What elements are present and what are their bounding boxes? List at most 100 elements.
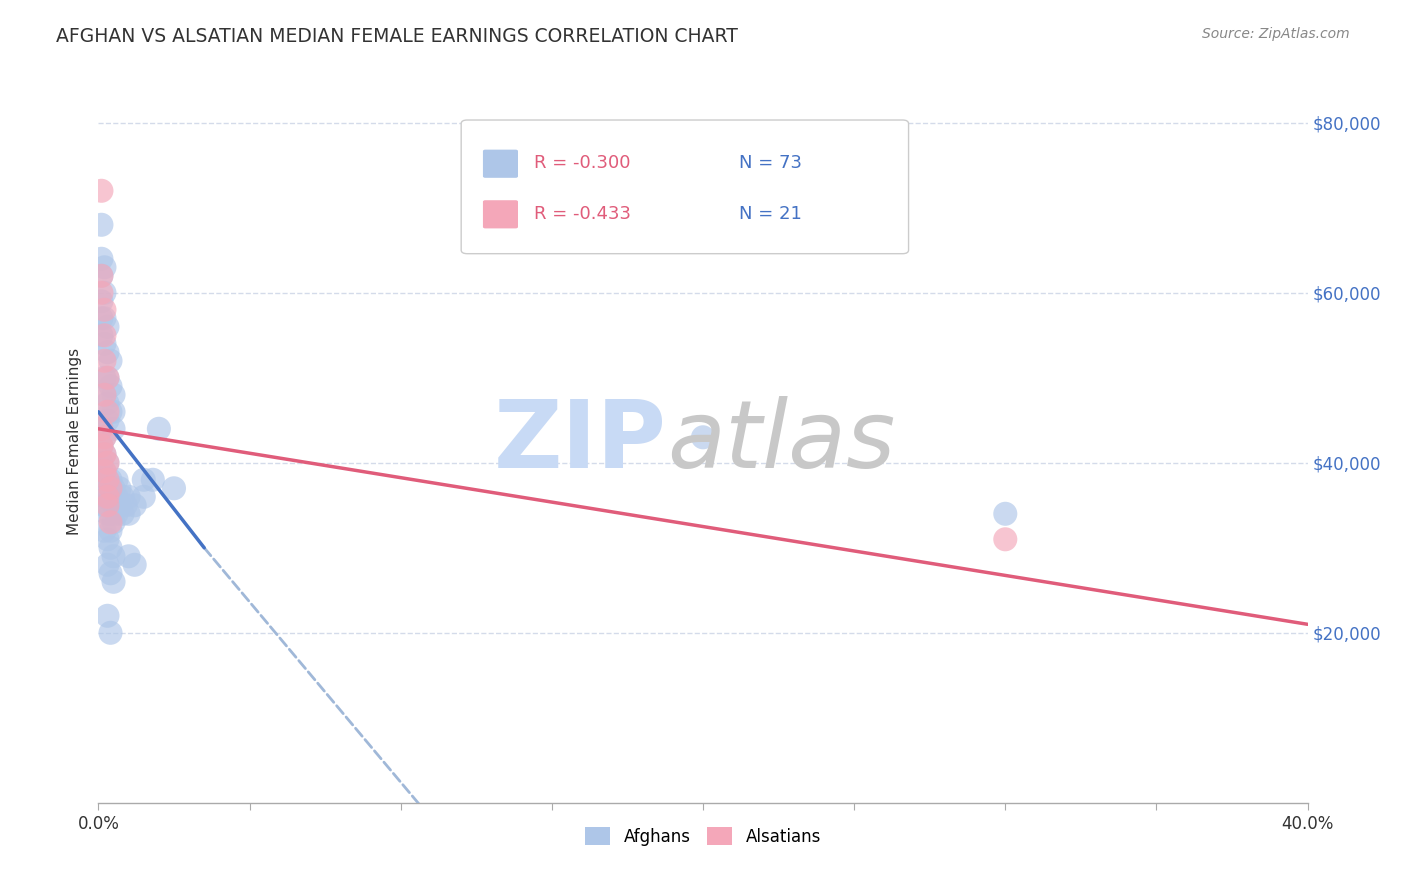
Point [96, 456, 118, 470]
Point [90, 439, 112, 453]
Point [124, 498, 146, 512]
Point [100, 625, 122, 640]
Point [103, 422, 125, 436]
Point [994, 507, 1017, 521]
Point [105, 507, 128, 521]
Point [100, 490, 122, 504]
Point [100, 541, 122, 555]
Point [100, 516, 122, 530]
Point [124, 558, 146, 572]
Point [111, 507, 134, 521]
Point [103, 498, 125, 512]
Point [103, 516, 125, 530]
Point [132, 490, 155, 504]
Y-axis label: Median Female Earnings: Median Female Earnings [67, 348, 83, 535]
Point [108, 481, 131, 495]
Point [100, 507, 122, 521]
Point [96, 558, 118, 572]
Point [96, 608, 118, 623]
FancyBboxPatch shape [461, 120, 908, 253]
Point [93, 311, 115, 326]
FancyBboxPatch shape [482, 200, 517, 228]
Point [108, 498, 131, 512]
Point [96, 490, 118, 504]
Text: Source: ZipAtlas.com: Source: ZipAtlas.com [1202, 27, 1350, 41]
Point [692, 430, 714, 444]
Point [96, 371, 118, 385]
Point [90, 268, 112, 283]
Point [90, 294, 112, 309]
Point [93, 464, 115, 478]
Point [96, 473, 118, 487]
Point [994, 533, 1017, 547]
Point [93, 371, 115, 385]
Point [93, 447, 115, 461]
Point [111, 490, 134, 504]
Point [96, 498, 118, 512]
Point [100, 481, 122, 495]
Point [96, 371, 118, 385]
Point [96, 456, 118, 470]
Point [90, 311, 112, 326]
Point [90, 184, 112, 198]
Text: atlas: atlas [666, 396, 896, 487]
Point [93, 473, 115, 487]
Point [93, 328, 115, 343]
FancyBboxPatch shape [482, 150, 517, 178]
Point [148, 422, 170, 436]
Point [93, 336, 115, 351]
Point [90, 252, 112, 266]
Point [90, 456, 112, 470]
Point [90, 439, 112, 453]
Point [93, 524, 115, 538]
Point [100, 566, 122, 581]
Point [93, 498, 115, 512]
Text: R = -0.433: R = -0.433 [534, 205, 631, 223]
Point [93, 447, 115, 461]
Point [90, 422, 112, 436]
Point [103, 549, 125, 564]
Point [90, 422, 112, 436]
Point [105, 490, 128, 504]
Text: R = -0.300: R = -0.300 [534, 154, 630, 172]
Point [90, 218, 112, 232]
Point [142, 473, 165, 487]
Point [100, 473, 122, 487]
Point [90, 285, 112, 300]
Point [96, 405, 118, 419]
Point [103, 574, 125, 589]
Point [163, 481, 186, 495]
Point [96, 507, 118, 521]
Text: N = 73: N = 73 [740, 154, 803, 172]
Text: N = 21: N = 21 [740, 205, 803, 223]
Point [93, 260, 115, 275]
Point [100, 379, 122, 393]
Text: AFGHAN VS ALSATIAN MEDIAN FEMALE EARNINGS CORRELATION CHART: AFGHAN VS ALSATIAN MEDIAN FEMALE EARNING… [56, 27, 738, 45]
Point [105, 473, 128, 487]
Point [93, 430, 115, 444]
Point [90, 328, 112, 343]
Text: ZIP: ZIP [494, 395, 666, 488]
Point [103, 405, 125, 419]
Point [100, 353, 122, 368]
Point [96, 319, 118, 334]
Point [93, 302, 115, 317]
Point [96, 533, 118, 547]
Point [93, 353, 115, 368]
Legend: Afghans, Alsatians: Afghans, Alsatians [578, 821, 828, 852]
Point [118, 507, 141, 521]
Point [96, 345, 118, 359]
Point [118, 549, 141, 564]
Point [118, 490, 141, 504]
Point [90, 268, 112, 283]
Point [96, 396, 118, 410]
Point [96, 490, 118, 504]
Point [114, 498, 136, 512]
Point [96, 473, 118, 487]
Point [93, 490, 115, 504]
Point [93, 388, 115, 402]
Point [100, 524, 122, 538]
Point [93, 464, 115, 478]
Point [103, 388, 125, 402]
Point [100, 405, 122, 419]
